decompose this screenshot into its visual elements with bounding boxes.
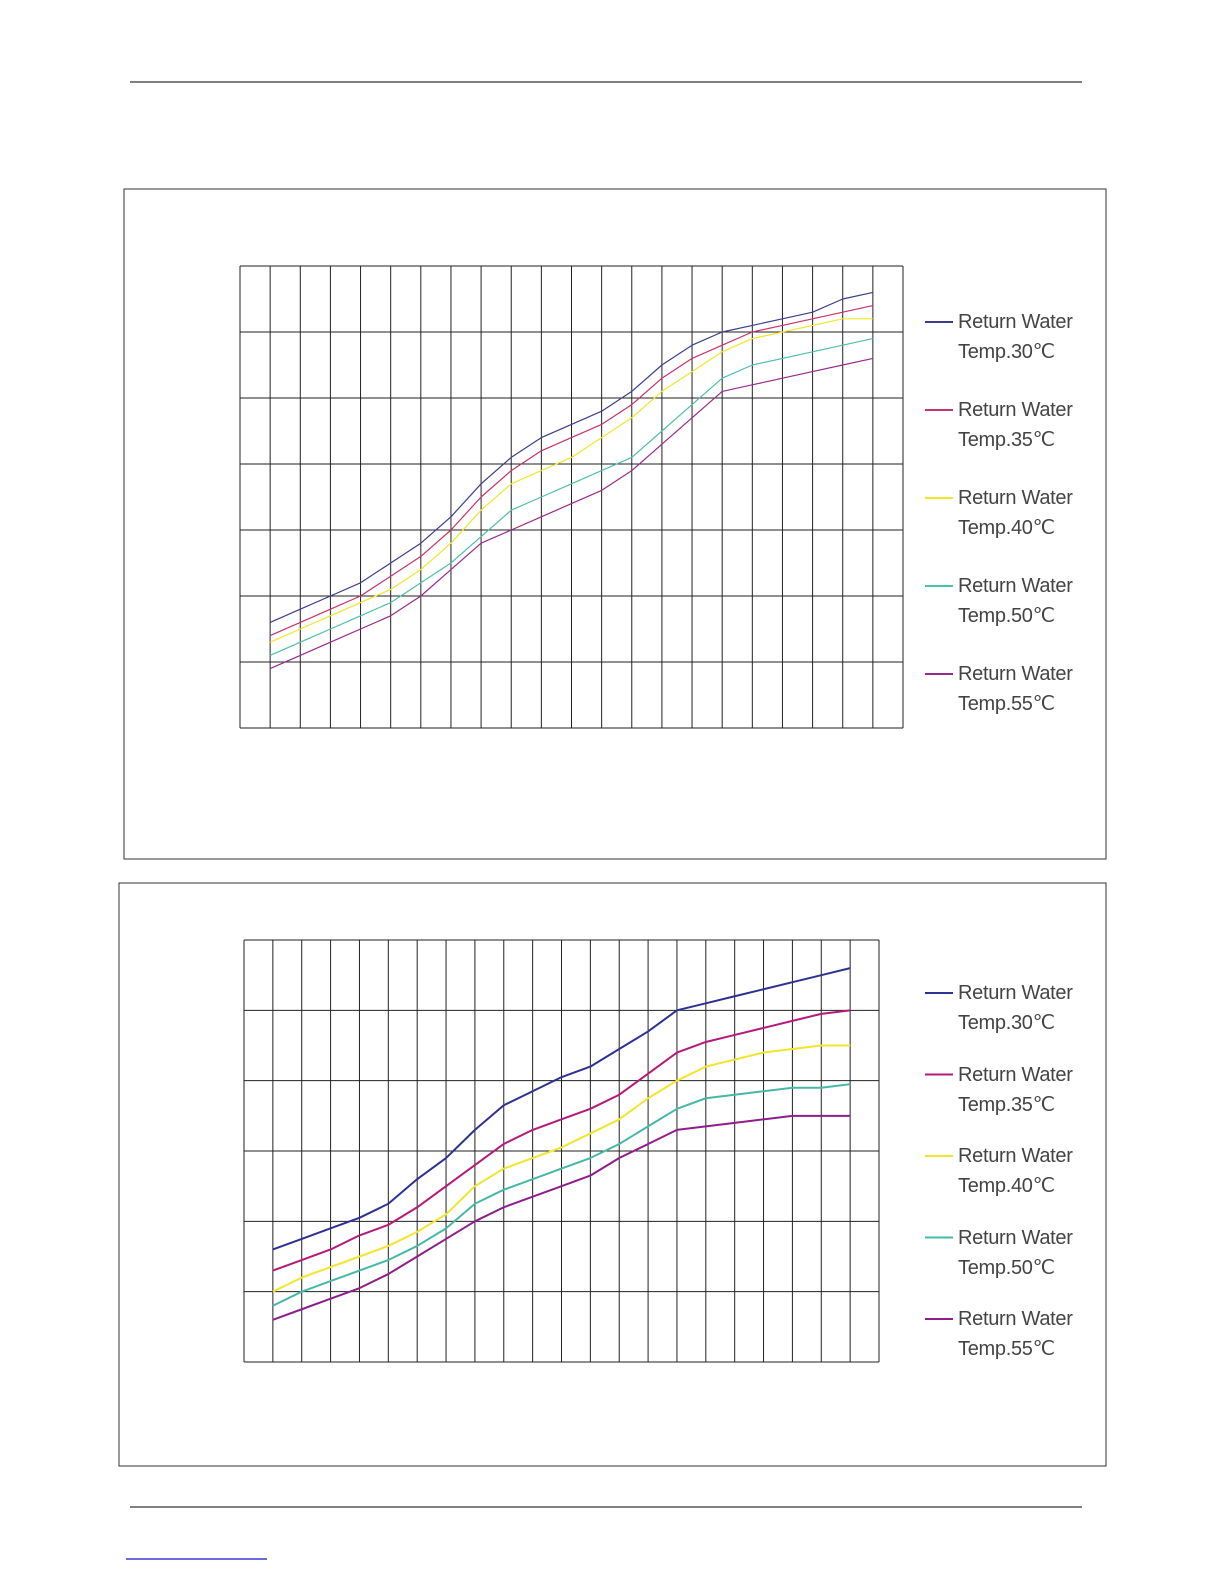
series-line xyxy=(269,338,873,656)
legend-label: Return Water Temp.50℃ xyxy=(958,575,1073,627)
legend-label: Return Water Temp.35℃ xyxy=(958,399,1073,451)
legend-label: Return Water Temp.30℃ xyxy=(958,311,1073,363)
chart-frame xyxy=(118,882,1107,1467)
series-line xyxy=(272,1044,851,1293)
series-line xyxy=(272,1009,851,1272)
legend-label: Return Water Temp.30℃ xyxy=(958,982,1073,1034)
legend-label: Return Water Temp.40℃ xyxy=(958,1145,1073,1197)
series-line xyxy=(272,967,851,1251)
series-line xyxy=(269,318,873,643)
series-line xyxy=(269,291,873,623)
chart-frame xyxy=(123,188,1107,860)
series-line xyxy=(269,305,873,637)
legend-label: Return Water Temp.40℃ xyxy=(958,487,1073,539)
legend-label: Return Water Temp.35℃ xyxy=(958,1063,1073,1116)
legend-label: Return Water Temp.55℃ xyxy=(958,663,1073,715)
legend-label: Return Water Temp.55℃ xyxy=(958,1308,1073,1360)
legend-label: Return Water Temp.50℃ xyxy=(958,1226,1073,1279)
series-line xyxy=(272,1114,851,1321)
series-line xyxy=(269,357,873,670)
series-line xyxy=(272,1083,851,1307)
